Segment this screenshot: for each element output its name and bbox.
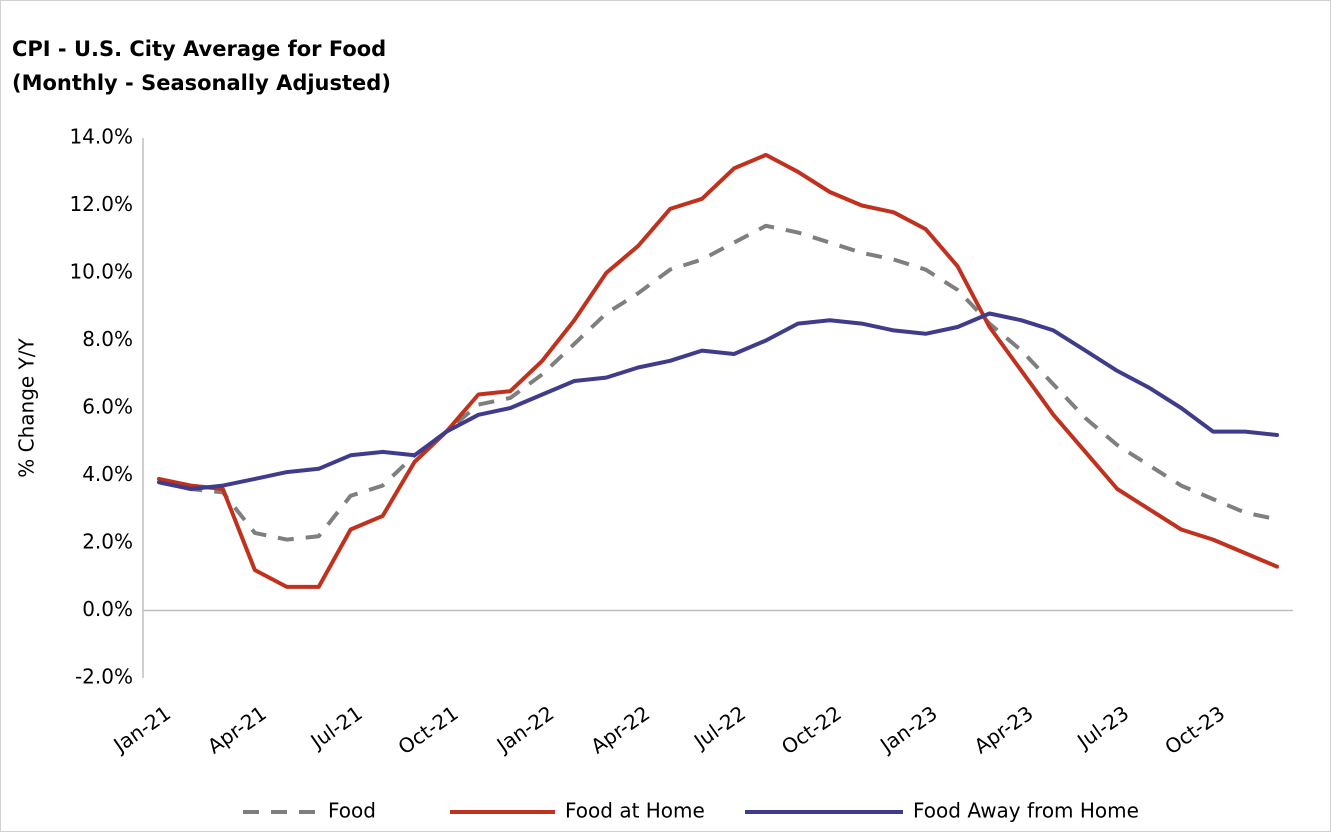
line-series <box>157 311 1279 491</box>
y-tick-label: 2.0% <box>82 530 133 554</box>
y-axis-label: % Change Y/Y <box>15 337 39 477</box>
y-tick-label: -2.0% <box>75 665 133 689</box>
y-tick-label: 10.0% <box>69 260 133 284</box>
y-tick-label: 6.0% <box>82 395 133 419</box>
legend-label: Food <box>328 799 376 823</box>
y-tick-label: 0.0% <box>82 597 133 621</box>
chart-subtitle: (Monthly - Seasonally Adjusted) <box>12 71 391 95</box>
y-tick-label: 8.0% <box>82 327 133 351</box>
legend-label: Food Away from Home <box>913 799 1139 823</box>
line-series <box>157 152 1279 589</box>
line-series <box>158 223 1278 542</box>
chart-title: CPI - U.S. City Average for Food <box>12 37 386 61</box>
y-tick-label: 12.0% <box>69 192 133 216</box>
legend-label: Food at Home <box>565 799 705 823</box>
y-tick-label: 14.0% <box>69 125 133 149</box>
y-tick-label: 4.0% <box>82 462 133 486</box>
